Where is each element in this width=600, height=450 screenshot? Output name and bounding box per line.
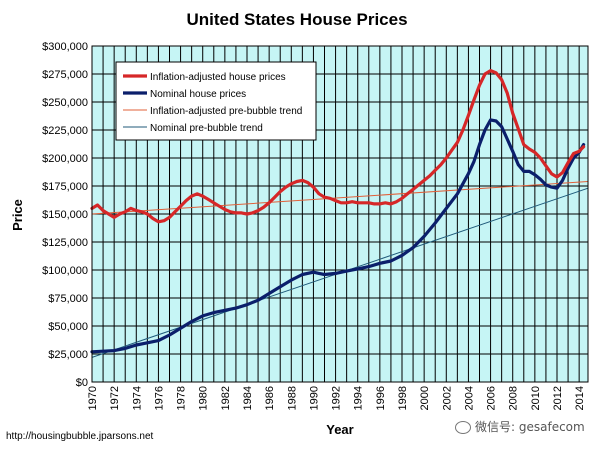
x-tick-label: 2012	[552, 386, 564, 410]
x-tick-label: 2002	[441, 386, 453, 410]
watermark-text: 微信号: gesafecom	[475, 420, 585, 434]
x-tick-label: 1986	[264, 386, 276, 410]
x-axis-ticks: 1970 1972 1974 1976 1978 1980 1982 1984 1986 1988…	[87, 386, 586, 410]
x-tick-label: 1982	[220, 386, 232, 410]
series-line-0	[90, 69, 586, 224]
y-tick-label: $275,000	[42, 69, 88, 81]
x-tick-label: 1974	[131, 386, 143, 410]
wechat-icon	[455, 421, 471, 434]
series-line-1	[90, 118, 586, 354]
source-url: http://housingbubble.jparsons.net	[6, 431, 154, 442]
y-tick-label: $75,000	[48, 293, 88, 305]
y-axis-label: Price	[10, 199, 25, 231]
x-tick-label: 1990	[308, 386, 320, 410]
y-tick-label: $175,000	[42, 181, 88, 193]
x-tick-label: 1970	[87, 386, 99, 410]
plot-border	[91, 45, 589, 383]
x-tick-label: 1992	[331, 386, 343, 410]
x-tick-label: 2010	[530, 386, 542, 410]
x-tick-label: 1996	[375, 386, 387, 410]
x-tick-label: 2014	[574, 386, 586, 410]
x-tick-label: 1978	[176, 386, 188, 410]
x-axis-label: Year	[326, 422, 353, 437]
y-tick-label: $50,000	[48, 321, 88, 333]
y-tick-label: $200,000	[42, 153, 88, 165]
y-tick-label: $300,000	[42, 41, 88, 53]
y-tick-label: $150,000	[42, 209, 88, 221]
legend-label: Inflation-adjusted pre-bubble trend	[150, 106, 302, 117]
chart-title: United States House Prices	[186, 10, 407, 29]
y-tick-label: $225,000	[42, 125, 88, 137]
series-lines	[90, 69, 589, 358]
x-tick-label: 1988	[286, 386, 298, 410]
series-line-2	[91, 181, 589, 215]
x-tick-label: 2008	[508, 386, 520, 410]
y-tick-label: $125,000	[42, 237, 88, 249]
y-axis-ticks: $0 $25,000 $50,000 $75,000 $100,000 $125,000 $…	[42, 41, 88, 389]
legend: Inflation-adjusted house prices Nominal h…	[115, 61, 317, 141]
legend-label: Nominal pre-bubble trend	[150, 123, 263, 134]
legend-label: Nominal house prices	[150, 89, 246, 100]
x-tick-label: 1984	[242, 386, 254, 410]
y-tick-label: $0	[76, 377, 88, 389]
y-tick-label: $250,000	[42, 97, 88, 109]
x-tick-label: 2004	[463, 386, 475, 410]
x-tick-label: 1998	[397, 386, 409, 410]
x-tick-label: 2006	[486, 386, 498, 410]
x-tick-label: 1976	[153, 386, 165, 410]
y-tick-label: $25,000	[48, 349, 88, 361]
y-tick-label: $100,000	[42, 265, 88, 277]
x-tick-label: 1980	[198, 386, 210, 410]
x-tick-label: 1994	[353, 386, 365, 410]
x-tick-label: 2000	[419, 386, 431, 410]
legend-label: Inflation-adjusted house prices	[150, 72, 286, 83]
legend-box	[115, 61, 317, 141]
x-tick-label: 1972	[109, 386, 121, 410]
watermark: 微信号: gesafecom	[455, 418, 585, 435]
